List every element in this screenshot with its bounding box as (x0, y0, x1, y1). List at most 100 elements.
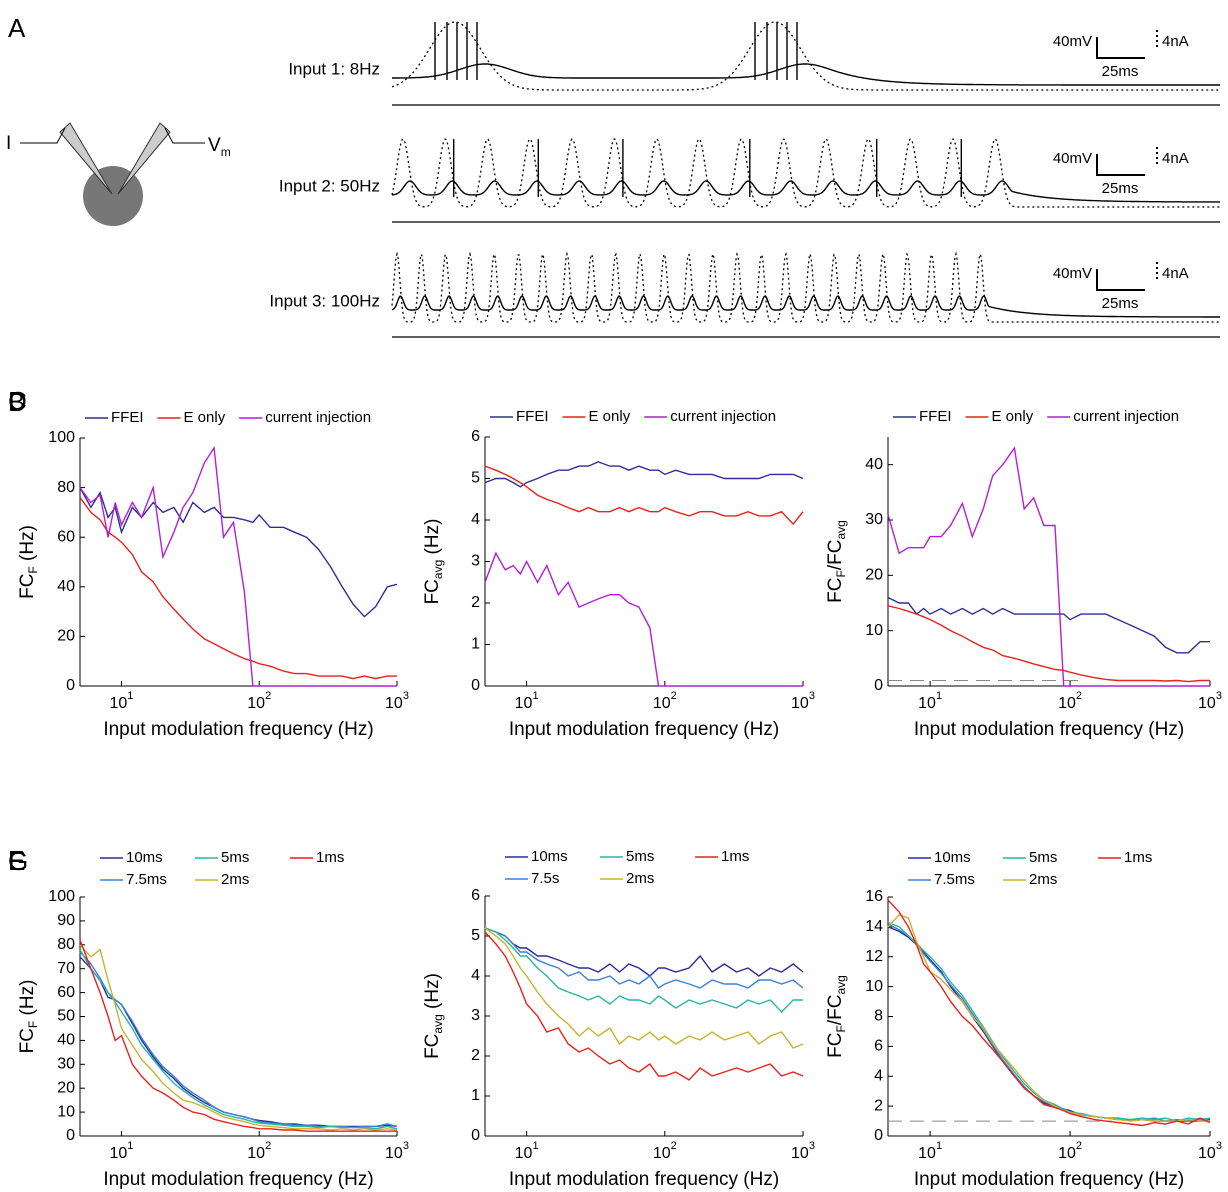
legend-label: 2ms (626, 870, 654, 887)
y-tick-label: 4 (471, 967, 480, 984)
x-tick-exponent: 3 (809, 1140, 815, 1152)
x-tick-exponent: 1 (532, 690, 538, 702)
x-tick-label: 102 (1058, 690, 1082, 712)
x-tick-base: 10 (247, 695, 265, 712)
x-tick-label: 103 (1198, 690, 1222, 712)
series-line (484, 927, 804, 1049)
x-tick-label: 103 (791, 690, 815, 712)
y-tick-label: 100 (48, 888, 75, 905)
x-tick-label: 101 (110, 1140, 134, 1162)
y-tick-label: 2 (874, 1097, 883, 1114)
series-line (79, 487, 398, 618)
x-tick-base: 10 (385, 695, 403, 712)
x-axis-label: Input modulation frequency (Hz) (509, 1169, 779, 1190)
x-tick-base: 10 (791, 1145, 809, 1162)
series-line (79, 949, 398, 1130)
y-tick-label: 12 (865, 948, 883, 965)
x-tick-label: 102 (1058, 1140, 1082, 1162)
membrane-trace (391, 295, 1220, 318)
series-line (79, 944, 398, 1131)
x-axis-label: Input modulation frequency (Hz) (914, 719, 1184, 740)
y-tick-label: 2 (471, 1047, 480, 1064)
y-label-main: FC (422, 1034, 443, 1059)
x-tick-exponent: 1 (532, 1140, 538, 1152)
x-tick-exponent: 1 (127, 1140, 133, 1152)
y-tick-label: 80 (57, 479, 75, 496)
y-label-main: (Hz) (422, 973, 443, 1014)
y-tick-label: 40 (57, 578, 75, 595)
x-tick-label: 102 (247, 690, 271, 712)
series-line (79, 951, 398, 1129)
x-axis-label: Input modulation frequency (Hz) (509, 719, 779, 740)
panel-label: C (8, 386, 27, 416)
legend-label: 5ms (1029, 849, 1057, 866)
y-tick-label: 30 (57, 1056, 75, 1073)
y-label-sub: avg (431, 560, 445, 579)
legend-label: 7.5s (531, 870, 559, 887)
x-axis-label: Input modulation frequency (Hz) (103, 1169, 373, 1190)
y-label-main: /FC (825, 540, 846, 571)
series-line (484, 461, 804, 488)
x-tick-label: 101 (918, 1140, 942, 1162)
series-line (887, 926, 1211, 1122)
x-tick-exponent: 2 (1076, 690, 1082, 702)
x-axis-label: Input modulation frequency (Hz) (103, 719, 373, 740)
y-tick-label: 90 (57, 912, 75, 929)
series-line (484, 465, 804, 526)
legend-label: 7.5ms (126, 871, 167, 888)
y-tick-label: 20 (57, 628, 75, 645)
y-tick-label: 20 (57, 1079, 75, 1096)
current-wire (20, 127, 66, 144)
y-label-sub: F (834, 1025, 848, 1032)
electrode-label-sub: m (221, 145, 231, 159)
scale-bar (1096, 154, 1145, 176)
input-label: Input 2: 50Hz (279, 176, 380, 195)
voltage-wire (164, 127, 205, 144)
x-tick-base: 10 (918, 1145, 936, 1162)
legend-label: 1ms (721, 848, 749, 865)
y-label-main: FC (825, 577, 846, 602)
panel-label: A (8, 13, 26, 43)
series-line (887, 899, 1211, 1127)
series-line (887, 921, 1211, 1122)
legend-label: current injection (670, 408, 776, 425)
y-tick-label: 3 (471, 553, 480, 570)
y-tick-label: 14 (865, 918, 883, 935)
y-tick-label: 4 (471, 511, 480, 528)
series-line (484, 931, 804, 1081)
x-tick-exponent: 2 (671, 1140, 677, 1152)
voltage-scale-label: 40mV (1053, 150, 1092, 167)
time-scale-label: 25ms (1102, 180, 1139, 197)
membrane-trace (392, 63, 1220, 86)
x-tick-label: 101 (515, 690, 539, 712)
input-current-trace (391, 138, 1220, 208)
x-tick-label: 101 (918, 690, 942, 712)
y-tick-label: 50 (57, 1008, 75, 1025)
y-label-sub: avg (431, 1014, 445, 1033)
y-axis-label: FCF (Hz) (17, 525, 40, 599)
y-tick-label: 70 (57, 960, 75, 977)
y-label-main: /FC (825, 995, 846, 1026)
y-tick-label: 60 (57, 528, 75, 545)
x-tick-base: 10 (247, 1145, 265, 1162)
x-tick-exponent: 1 (936, 690, 942, 702)
legend-label: E only (184, 409, 226, 426)
y-tick-label: 0 (66, 677, 75, 694)
legend-label: 5ms (626, 848, 654, 865)
scale-bar (1096, 269, 1145, 291)
electrode-label: Vm (208, 135, 231, 159)
series-line (484, 927, 804, 977)
x-tick-label: 102 (653, 1140, 677, 1162)
x-tick-label: 103 (385, 1140, 409, 1162)
y-tick-label: 40 (57, 1032, 75, 1049)
y-tick-label: 3 (471, 1007, 480, 1024)
y-tick-label: 10 (865, 978, 883, 995)
series-line (79, 497, 397, 680)
y-label-main: (Hz) (17, 980, 38, 1021)
